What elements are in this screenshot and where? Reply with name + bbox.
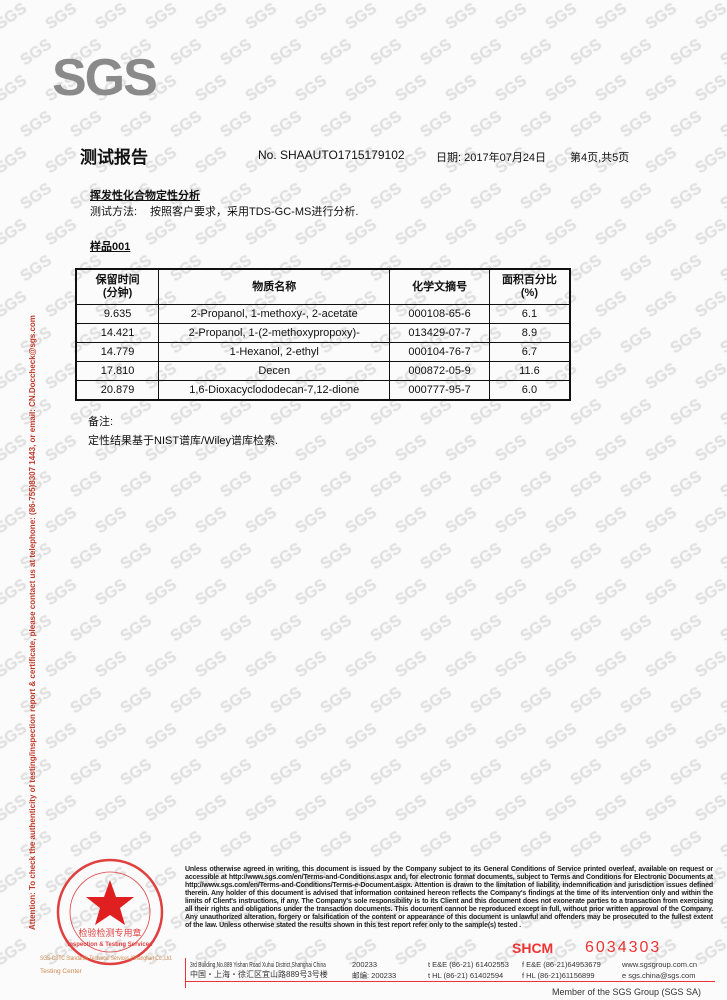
- table-cell: 8.9: [488, 323, 571, 343]
- table-cell: 9.635: [75, 304, 160, 324]
- table-cell: 6.7: [488, 342, 571, 362]
- table-row: 14.779 1-Hexanol, 2-ethyl 000104-76-7 6.7: [75, 342, 571, 362]
- divider: [185, 981, 715, 982]
- column-header: 物质名称: [158, 268, 391, 305]
- method-value: 按照客户要求，采用TDS-GC-MS进行分析.: [150, 206, 359, 218]
- table-cell: 6.0: [488, 380, 571, 401]
- table-row: 14.421 2-Propanol, 1-(2-methoxypropoxy)- 0…: [75, 323, 571, 343]
- table-row: 17.810 Decen 000872-05-9 11.6: [75, 361, 571, 381]
- disclaimer-text: Unless otherwise agreed in writing, this…: [185, 866, 713, 929]
- star-icon: [86, 880, 134, 925]
- table-header: 保留时间 (分钟) 物质名称 化学文摘号 面积百分比 (%): [75, 268, 571, 305]
- address-en: 3rd Building,No.889 Yishan Road Xuhui Di…: [190, 960, 326, 969]
- table-cell: 2-Propanol, 1-methoxy-, 2-acetate: [158, 304, 391, 324]
- column-header: 保留时间 (分钟): [75, 268, 160, 305]
- section-title: 挥发性化合物定性分析: [90, 190, 200, 202]
- table-cell: 11.6: [488, 361, 571, 381]
- notes-label: 备注:: [88, 416, 114, 428]
- company-seal: 检验检测专用章 Inspection & Testing Services: [56, 858, 164, 966]
- table-cell: 20.879: [75, 380, 160, 401]
- table-cell: 000777-95-7: [389, 380, 490, 401]
- fax-ee: f E&E (86-21)64953679: [522, 960, 601, 969]
- notes-text: 定性结果基于NIST谱库/Wiley谱库检索.: [88, 435, 279, 447]
- phone-ee: t E&E (86-21) 61402553: [428, 960, 509, 969]
- address-cn: 中国・上海・徐汇区宜山路889号3号楼: [190, 970, 328, 979]
- authenticity-notice: Attention: To check the authenticity of …: [28, 315, 37, 930]
- table-cell: 1-Hexanol, 2-ethyl: [158, 342, 391, 362]
- table-cell: 17.810: [75, 361, 160, 381]
- sample-label: 样品001: [90, 241, 131, 253]
- table-cell: 000108-65-6: [389, 304, 490, 324]
- method-label: 测试方法:: [90, 206, 138, 218]
- seal-text-en: Inspection & Testing Services: [68, 942, 154, 948]
- table-cell: 6.1: [488, 304, 571, 324]
- company-name: SGS-CSTC Standards Technical Services (S…: [40, 955, 173, 962]
- table-cell: Decen: [158, 361, 391, 381]
- shcm-code: SHCM: [512, 940, 554, 956]
- postcode-en: 200233: [352, 960, 378, 969]
- phone-hl: t HL (86-21) 61402594: [428, 971, 504, 980]
- seal-text-cn: 检验检测专用章: [78, 927, 141, 939]
- table-cell: 013429-07-7: [389, 323, 490, 343]
- page-title: 测试报告: [80, 148, 148, 167]
- postcode-cn: 邮编: 200233: [352, 971, 397, 980]
- member-text: Member of the SGS Group (SGS SA): [552, 987, 702, 997]
- fax-hl: f HL (86-21)61156899: [522, 971, 595, 980]
- table-cell: 000104-76-7: [389, 342, 490, 362]
- company-name-2: Testing Center: [40, 968, 82, 975]
- email-link[interactable]: e sgs.china@sgs.com: [622, 971, 696, 980]
- column-header: 面积百分比 (%): [488, 268, 571, 305]
- table-cell: 1,6-Dioxacyclododecan-7,12-dione: [158, 380, 391, 401]
- serial-number: 6034303: [585, 939, 662, 956]
- column-header: 化学文摘号: [389, 268, 490, 305]
- table-row: 20.879 1,6-Dioxacyclododecan-7,12-dione 00…: [75, 380, 571, 401]
- divider: [185, 958, 186, 988]
- table-cell: 14.421: [75, 323, 160, 343]
- table-cell: 000872-05-9: [389, 361, 490, 381]
- website-link[interactable]: www.sgsgroup.com.cn: [622, 960, 698, 969]
- table-cell: 2-Propanol, 1-(2-methoxypropoxy)-: [158, 323, 391, 343]
- sgs-logo: SGS: [52, 49, 158, 107]
- page-number: 第4页,共5页: [570, 152, 630, 164]
- table-row: 9.635 2-Propanol, 1-methoxy-, 2-acetate 00…: [75, 304, 571, 324]
- table-cell: 14.779: [75, 342, 160, 362]
- results-table: 保留时间 (分钟) 物质名称 化学文摘号 面积百分比 (%) 9.635 2-Propa…: [75, 268, 571, 401]
- report-date: 日期: 2017年07月24日: [436, 152, 547, 164]
- report-number: No. SHAAUTO1715179102: [258, 148, 405, 162]
